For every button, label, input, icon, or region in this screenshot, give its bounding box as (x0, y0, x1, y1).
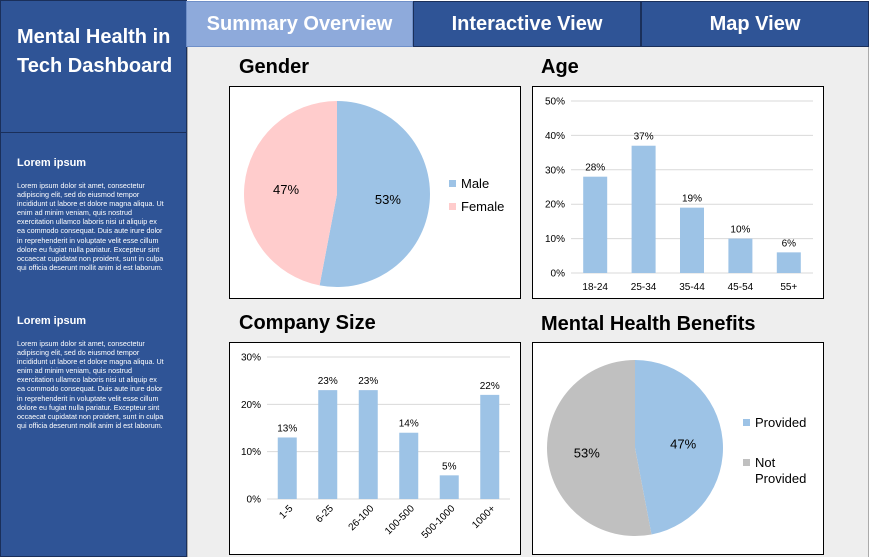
pie-slice (547, 360, 652, 536)
bar-data-label: 19% (682, 194, 702, 205)
bar (631, 145, 656, 273)
tab-interactive-view[interactable]: Interactive View (413, 1, 641, 47)
tab-map-view[interactable]: Map View (641, 1, 869, 47)
age-bar-chart: 0% 10% 20% 30% 40% 50% 28% 18-24 37% 25-34 19% 35-4… (545, 97, 813, 293)
bar-data-label: 28% (585, 163, 605, 174)
sidebar-section-heading: Lorem ipsum (17, 315, 87, 327)
pie-slice (243, 101, 337, 286)
y-tick-label: 10% (545, 234, 565, 245)
legend-label: Provided (755, 415, 806, 430)
x-tick-label: 35-44 (679, 282, 705, 293)
benefits-chart-title: Mental Health Benefits (541, 313, 756, 335)
dashboard-title: Mental Health in Tech Dashboard (17, 26, 173, 77)
gender-pie-chart: 53% 47% Male Female (243, 101, 504, 287)
pie-data-label: 53% (574, 446, 600, 461)
bar-data-label: 5% (442, 461, 457, 472)
bar-data-label: 22% (480, 381, 500, 392)
pie-slice (635, 360, 723, 535)
x-tick-label: 1000+ (470, 503, 498, 531)
y-tick-label: 30% (545, 165, 565, 176)
bar (728, 238, 753, 273)
x-tick-label: 500-1000 (420, 503, 458, 541)
bar (583, 176, 608, 273)
legend-swatch (449, 203, 456, 210)
bar (399, 432, 419, 499)
bar (318, 390, 338, 499)
x-tick-label: 100-500 (383, 503, 417, 537)
age-chart-panel: 0% 10% 20% 30% 40% 50% 28% 18-24 37% 25-34 19% 35-4… (532, 86, 824, 299)
y-tick-label: 50% (545, 97, 565, 108)
legend-label: Male (461, 176, 489, 191)
legend-swatch (743, 459, 750, 466)
y-tick-label: 20% (241, 400, 261, 411)
bar-data-label: 23% (318, 376, 338, 387)
y-tick-label: 0% (551, 269, 566, 280)
benefits-chart-panel: 47% 53% Provided Not Provided (532, 342, 824, 555)
tab-summary-overview[interactable]: Summary Overview (186, 1, 413, 47)
bar (776, 252, 801, 273)
gender-chart-panel: 53% 47% Male Female (229, 86, 521, 299)
x-tick-label: 18-24 (582, 282, 608, 293)
sidebar-divider (1, 132, 188, 133)
sidebar-section-body: Lorem ipsum dolor sit amet, consectetur … (17, 181, 164, 272)
bar-data-label: 37% (634, 132, 654, 143)
y-tick-label: 40% (545, 131, 565, 142)
x-tick-label: 25-34 (631, 282, 657, 293)
pie-slice (319, 101, 430, 287)
bar-data-label: 14% (399, 419, 419, 430)
x-tick-label: 6-25 (314, 503, 336, 525)
bar-data-label: 13% (277, 423, 297, 434)
legend-label: Not (755, 455, 776, 470)
bar (680, 207, 704, 273)
age-chart-title: Age (541, 56, 579, 78)
gender-chart-title: Gender (239, 56, 310, 78)
legend-swatch (449, 180, 456, 187)
sidebar: Mental Health in Tech Dashboard Lorem ip… (0, 0, 188, 557)
x-tick-label: 1-5 (277, 503, 295, 521)
legend-label: Female (461, 199, 504, 214)
legend-label: Provided (755, 471, 806, 486)
x-tick-label: 26-100 (347, 503, 377, 533)
company-size-chart-title: Company Size (239, 312, 376, 334)
bar (480, 394, 500, 499)
y-tick-label: 0% (247, 495, 262, 506)
sidebar-section-heading: Lorem ipsum (17, 157, 87, 169)
y-tick-label: 20% (545, 200, 565, 211)
x-tick-label: 55+ (780, 282, 797, 293)
bar (358, 390, 378, 499)
pie-data-label: 47% (670, 436, 696, 451)
bar-data-label: 23% (358, 376, 378, 387)
bar (439, 475, 459, 499)
sidebar-section-body: Lorem ipsum dolor sit amet, consectetur … (17, 339, 164, 430)
company-size-bar-chart: 0% 10% 20% 30% 13% 1-5 23% 6-25 23% 26-100 14% 100-… (241, 353, 510, 541)
pie-data-label: 47% (273, 182, 299, 197)
bar-data-label: 10% (730, 225, 750, 236)
legend-swatch (743, 419, 750, 426)
pie-data-label: 53% (375, 192, 401, 207)
y-tick-label: 30% (241, 353, 261, 364)
company-size-chart-panel: 0% 10% 20% 30% 13% 1-5 23% 6-25 23% 26-100 14% 100-… (229, 342, 521, 555)
y-tick-label: 10% (241, 447, 261, 458)
bar-data-label: 6% (782, 238, 797, 249)
x-tick-label: 45-54 (728, 282, 754, 293)
bar (277, 437, 297, 499)
